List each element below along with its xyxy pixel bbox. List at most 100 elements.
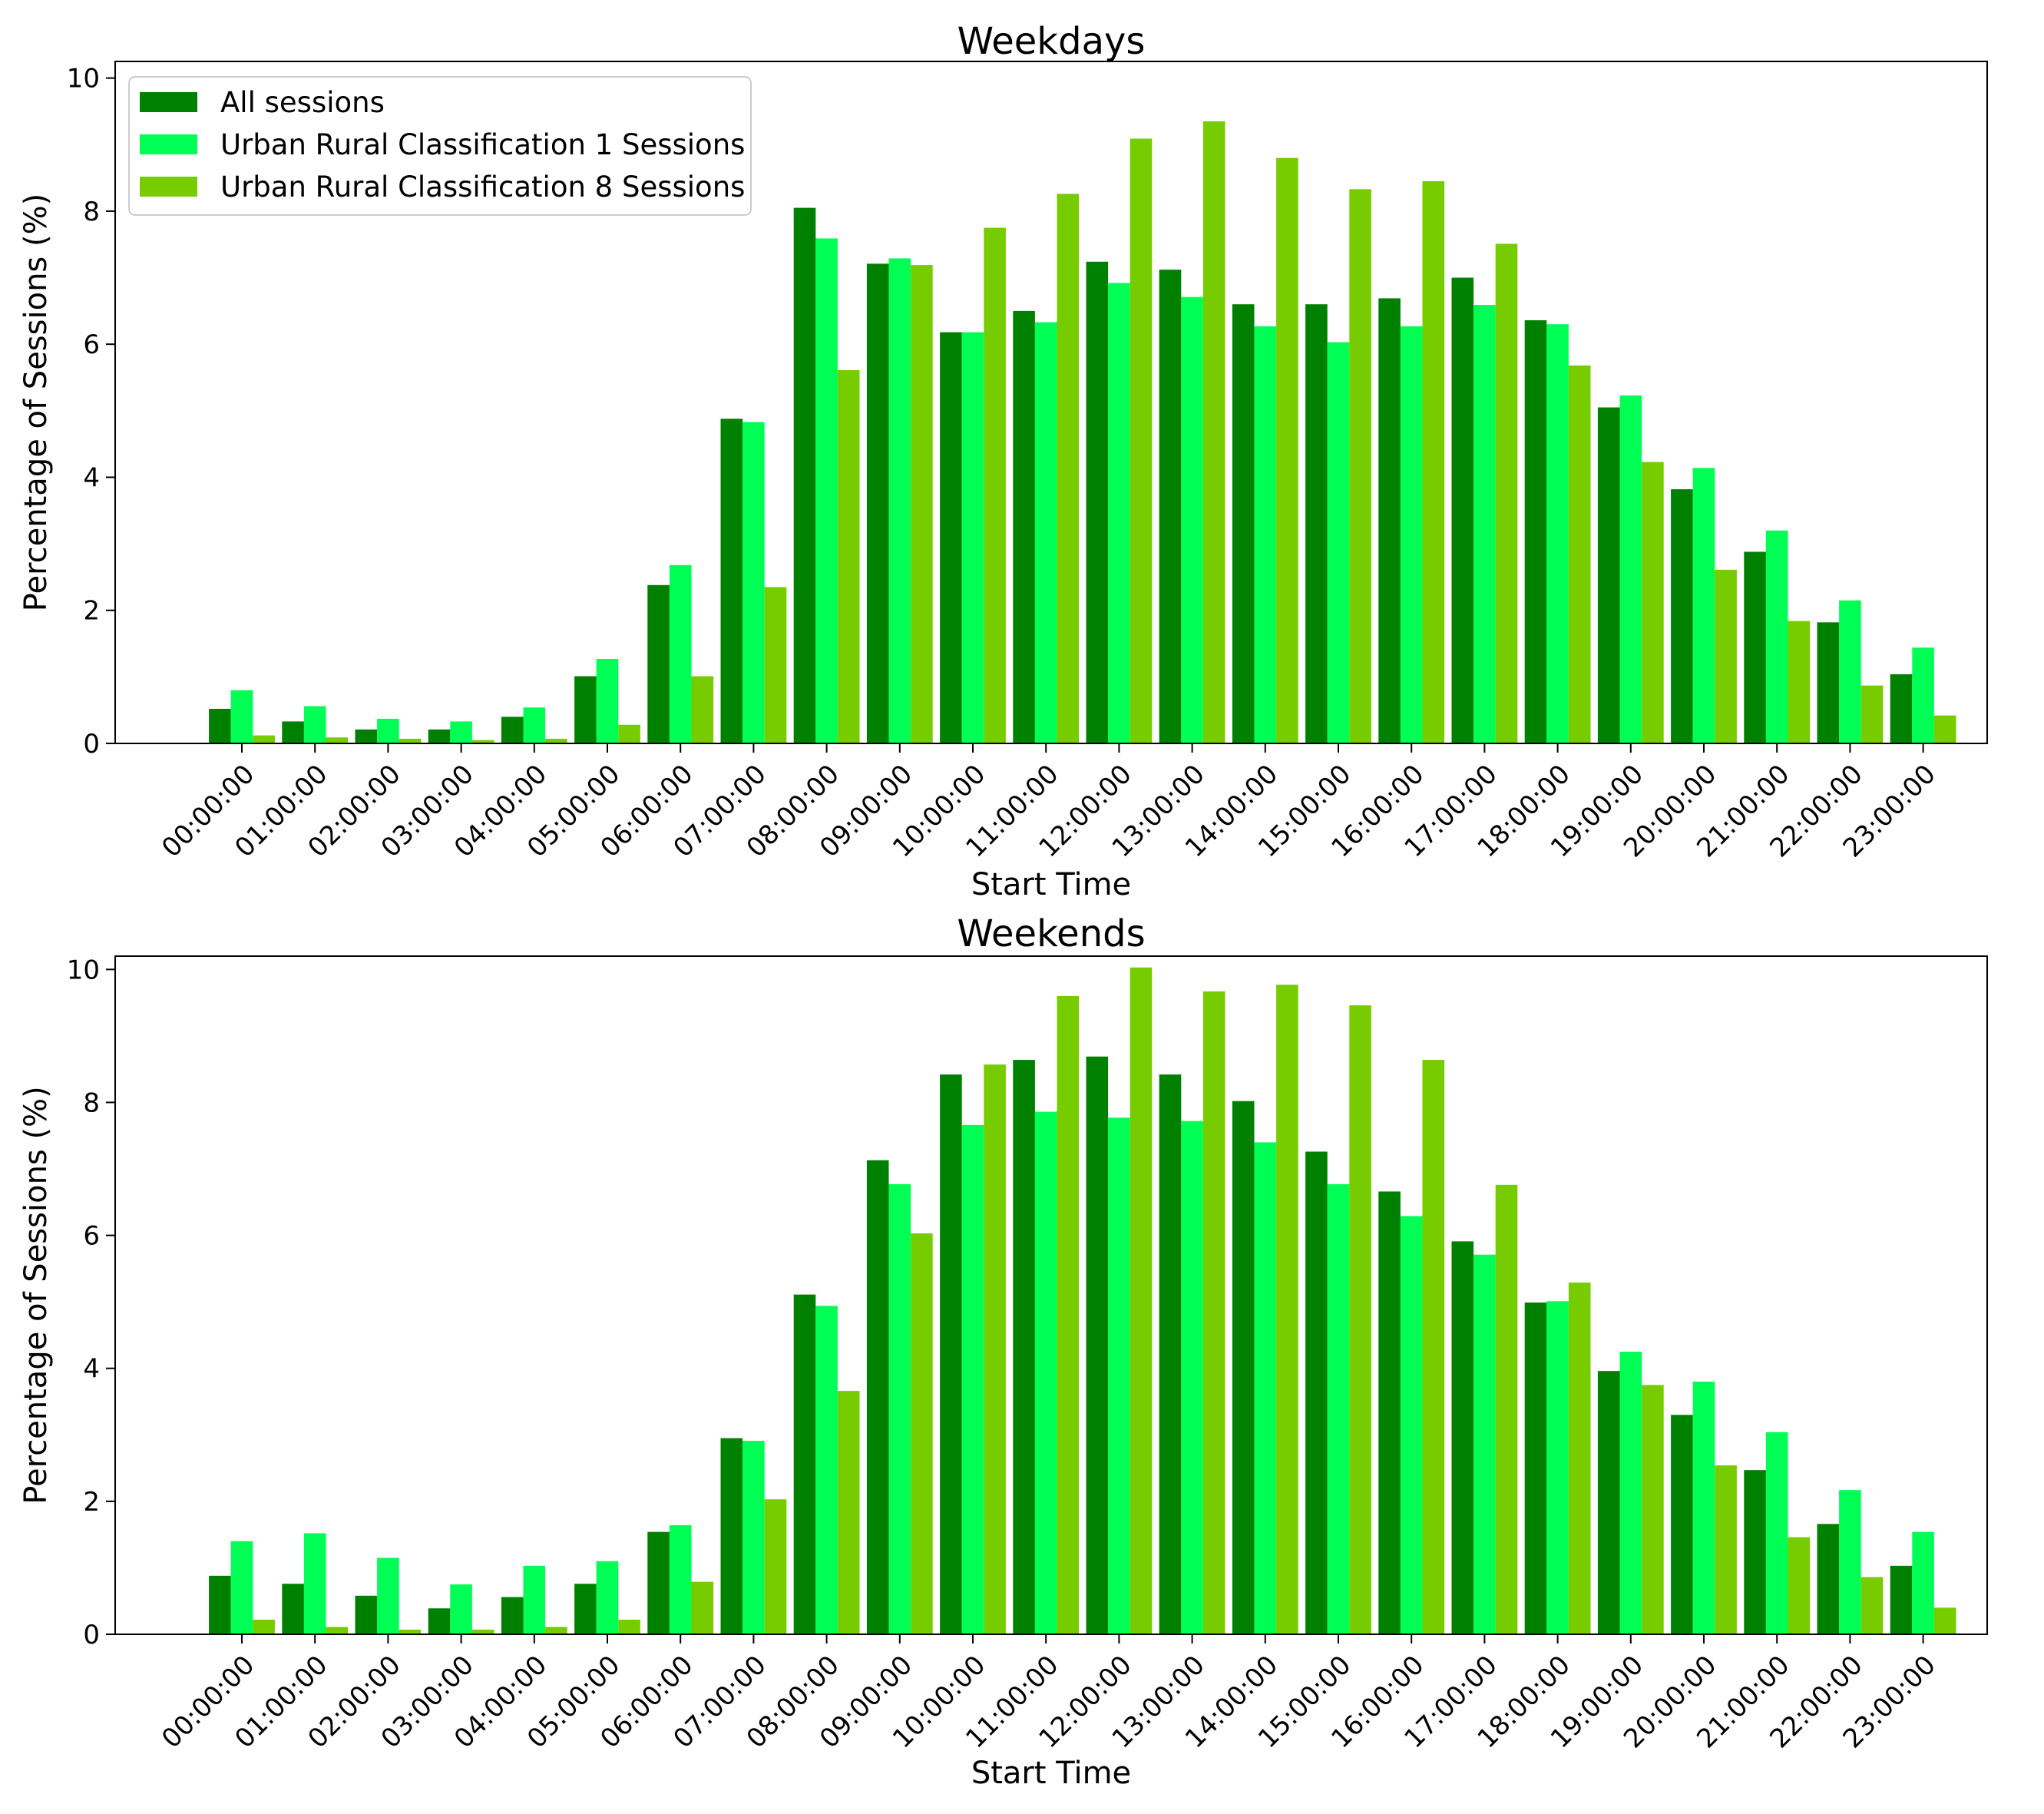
chart1-y-tick-label: 4: [83, 462, 100, 493]
chart2-bar: [1232, 1101, 1255, 1634]
chart1-bar: [1159, 270, 1182, 743]
chart1-bar: [1254, 326, 1277, 743]
chart1-y-tick-label: 0: [83, 729, 100, 760]
chart2-bar: [647, 1531, 670, 1634]
chart2-bar: [596, 1561, 619, 1634]
chart1-bar: [1305, 304, 1328, 744]
chart2-bar: [866, 1160, 889, 1634]
chart1-bar: [743, 422, 765, 743]
chart2-bar: [1422, 1060, 1445, 1634]
chart2-bar: [1765, 1432, 1788, 1634]
chart2-bar: [1671, 1415, 1693, 1634]
chart1-bar: [1034, 322, 1057, 743]
chart2-bar: [1788, 1537, 1811, 1634]
chart1-bar: [1765, 530, 1788, 743]
chart1-bar: [793, 207, 816, 744]
chart2-bar: [764, 1499, 787, 1634]
chart1-bar: [1715, 569, 1737, 743]
chart1-bar: [720, 419, 743, 743]
chart1-bar: [1473, 305, 1496, 744]
chart1-bar: [1671, 489, 1693, 743]
chart2-y-tick-label: 8: [83, 1087, 100, 1118]
chart2-bar: [669, 1525, 692, 1634]
chart2-series-1: [209, 1056, 1913, 1634]
chart1-bar: [253, 735, 275, 743]
chart1-bar: [618, 724, 640, 743]
chart1-bar: [1378, 298, 1401, 743]
chart2-bar: [940, 1074, 962, 1634]
chart2-bar: [1568, 1283, 1591, 1634]
chart2-bar: [1400, 1216, 1423, 1634]
chart2-title: Weekends: [957, 912, 1145, 955]
chart1-bar: [1860, 685, 1884, 743]
legend-label: Urban Rural Classification 8 Sessions: [220, 170, 745, 204]
chart2-bar: [1159, 1074, 1182, 1634]
chart1-bar: [866, 263, 889, 743]
chart2-bar: [793, 1294, 816, 1634]
chart2-bar: [743, 1441, 765, 1634]
chart1-bar: [209, 708, 231, 743]
chart1-title: Weekdays: [958, 20, 1146, 63]
chart1-panel: 024681000:00:0001:00:0002:00:0003:00:000…: [18, 20, 1988, 902]
chart2-bar: [1546, 1301, 1569, 1634]
chart2-y-tick-label: 4: [83, 1354, 100, 1385]
chart1-y-tick-label: 8: [83, 197, 100, 227]
chart2-y-tick-label: 2: [83, 1487, 100, 1518]
chart1-bar: [984, 227, 1006, 744]
chart2-bar: [1912, 1531, 1934, 1634]
chart1-bar: [1057, 194, 1080, 743]
chart2-y-tick-label: 6: [83, 1221, 100, 1252]
chart2-bar: [501, 1597, 524, 1634]
chart2-bar: [1715, 1465, 1737, 1634]
chart1-bar: [326, 737, 349, 743]
chart1-bar: [837, 369, 860, 743]
chart2-bar: [303, 1533, 326, 1634]
chart2-bar: [1378, 1191, 1401, 1634]
chart1-bar: [940, 332, 962, 744]
legend-swatch: [140, 177, 197, 197]
chart2-bar: [1495, 1184, 1518, 1634]
chart2-bar: [326, 1627, 349, 1634]
chart1-bar: [355, 729, 378, 743]
chart1-bar: [647, 584, 670, 743]
chart1-bar: [282, 721, 304, 743]
chart2-bar: [691, 1581, 714, 1634]
chart2-bar: [1860, 1577, 1884, 1634]
chart2-bar: [1692, 1382, 1715, 1634]
chart1-bar: [1524, 320, 1547, 743]
chart2-series-2: [230, 1111, 1934, 1634]
chart1-bar: [545, 738, 567, 743]
chart2-bar: [282, 1584, 304, 1634]
chart1-y-tick-label: 6: [83, 329, 100, 360]
legend-label: All sessions: [220, 86, 385, 119]
chart1-bar: [1642, 462, 1664, 743]
chart2-bar: [1642, 1385, 1664, 1634]
chart2-bar: [1086, 1056, 1109, 1634]
chart1-bar: [450, 721, 472, 743]
chart1-bar: [1890, 674, 1913, 743]
chart1-bar: [815, 238, 838, 743]
chart2-bar: [1108, 1117, 1130, 1634]
legend-swatch: [140, 134, 197, 154]
chart2-bar: [209, 1575, 231, 1634]
chart2-plot-frame: [114, 955, 1988, 1635]
chart1-series-2: [230, 238, 1934, 744]
chart1-bar: [1839, 600, 1861, 743]
chart2-bar: [253, 1619, 275, 1634]
chart1-bar: [1013, 310, 1035, 743]
chart1-bar: [691, 676, 714, 743]
chart2-bar: [1034, 1111, 1057, 1634]
legend-frame: [128, 76, 752, 216]
chart1-bar: [1349, 189, 1371, 744]
chart2-bar: [1524, 1303, 1547, 1634]
chart2-y-tick-label: 10: [67, 955, 100, 985]
chart1-bar: [1495, 243, 1518, 743]
chart2-bar: [1597, 1371, 1620, 1634]
chart1-bar: [1202, 121, 1225, 744]
chart1-bar: [399, 738, 422, 743]
chart2-bar: [428, 1608, 451, 1634]
chart1-bar: [1400, 326, 1423, 743]
chart2-bar: [377, 1557, 399, 1634]
chart2-y-tick-label: 0: [83, 1620, 100, 1650]
